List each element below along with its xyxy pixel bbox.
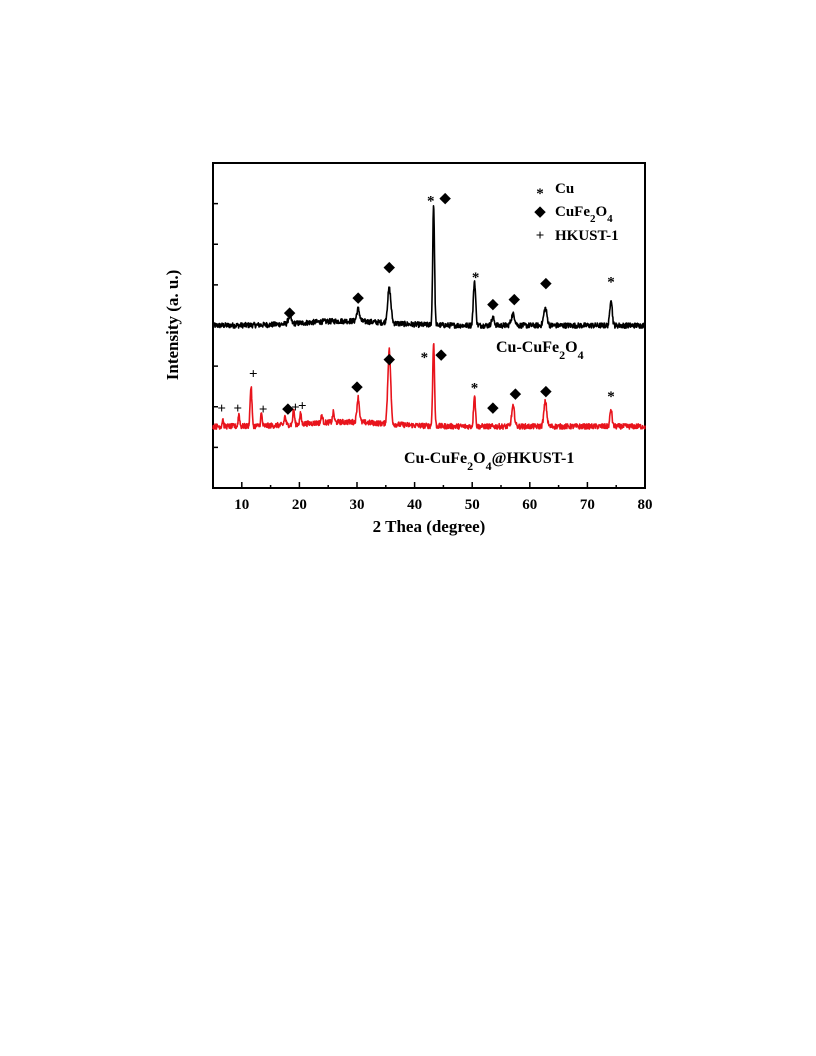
- legend-label-cu: Cu: [555, 181, 574, 197]
- x-tick-label: 70: [580, 497, 595, 513]
- peak-markers: ◆◆◆* ◆*◆ ◆◆ *+ +++ ◆++◆◆ * ◆*◆◆ ◆ *: [217, 190, 614, 418]
- peak-marker-plus-icon: +: [259, 402, 268, 418]
- legend-label-hkust: HKUST-1: [555, 228, 619, 244]
- peak-marker-plus-icon: +: [291, 400, 300, 416]
- peak-marker-diamond-icon: ◆: [435, 347, 447, 363]
- legend-item-hkust: + HKUST-1: [536, 228, 619, 244]
- peak-marker-asterisk-icon: *: [607, 275, 615, 291]
- peak-marker-asterisk-icon: *: [471, 381, 479, 397]
- peak-marker-diamond-icon: ◆: [540, 275, 552, 291]
- peak-marker-diamond-icon: ◆: [510, 386, 522, 402]
- diamond-icon: ◆: [534, 204, 546, 220]
- y-axis-title: Intensity (a. u.): [163, 270, 182, 381]
- peak-marker-plus-icon: +: [298, 399, 307, 415]
- peak-marker-diamond-icon: ◆: [282, 401, 294, 417]
- peak-marker-plus-icon: +: [233, 401, 242, 417]
- x-tick-label: 30: [350, 497, 365, 513]
- peak-marker-asterisk-icon: *: [607, 389, 615, 405]
- peak-marker-diamond-icon: ◆: [487, 400, 499, 416]
- peak-marker-plus-icon: +: [217, 401, 226, 417]
- x-axis-tick-labels: 10 20 30 40 50 60 70 80: [234, 497, 652, 513]
- x-tick-label: 80: [638, 497, 653, 513]
- peak-marker-asterisk-icon: *: [427, 193, 435, 209]
- peak-marker-diamond-icon: ◆: [540, 384, 552, 400]
- asterisk-icon: *: [536, 186, 544, 202]
- peak-marker-diamond-icon: ◆: [383, 352, 395, 368]
- legend-label-cufe2o4: CuFe2O4: [555, 204, 613, 225]
- series-label-cu-cufe2o4-hkust: Cu-CuFe2O4@HKUST-1: [404, 450, 574, 473]
- x-axis-ticks: [212, 482, 646, 488]
- x-axis-title: 2 Thea (degree): [373, 517, 486, 536]
- peak-marker-diamond-icon: ◆: [439, 190, 451, 206]
- x-tick-label: 60: [522, 497, 537, 513]
- x-tick-label: 50: [465, 497, 480, 513]
- peak-marker-plus-icon: +: [249, 367, 258, 383]
- series-line-cu-cufe2o4: [212, 205, 646, 330]
- x-tick-label: 40: [407, 497, 422, 513]
- x-tick-label: 20: [292, 497, 307, 513]
- legend: * Cu ◆ CuFe2O4 + HKUST-1: [534, 181, 618, 244]
- series-line-cu-cufe2o4-hkust: [212, 342, 646, 431]
- peak-marker-diamond-icon: ◆: [352, 290, 364, 306]
- peak-marker-diamond-icon: ◆: [284, 305, 296, 321]
- peak-marker-asterisk-icon: *: [421, 350, 429, 366]
- series-label-cu-cufe2o4: Cu-CuFe2O4: [496, 339, 584, 362]
- plus-icon: +: [536, 228, 545, 244]
- x-tick-label: 10: [234, 497, 249, 513]
- peak-marker-diamond-icon: ◆: [508, 291, 520, 307]
- peak-marker-asterisk-icon: *: [472, 270, 480, 286]
- series-lines: [212, 205, 646, 431]
- legend-item-cu: * Cu: [536, 181, 574, 202]
- peak-marker-diamond-icon: ◆: [351, 379, 363, 395]
- peak-marker-diamond-icon: ◆: [383, 259, 395, 275]
- peak-marker-diamond-icon: ◆: [487, 296, 499, 312]
- legend-item-cufe2o4: ◆ CuFe2O4: [534, 204, 613, 225]
